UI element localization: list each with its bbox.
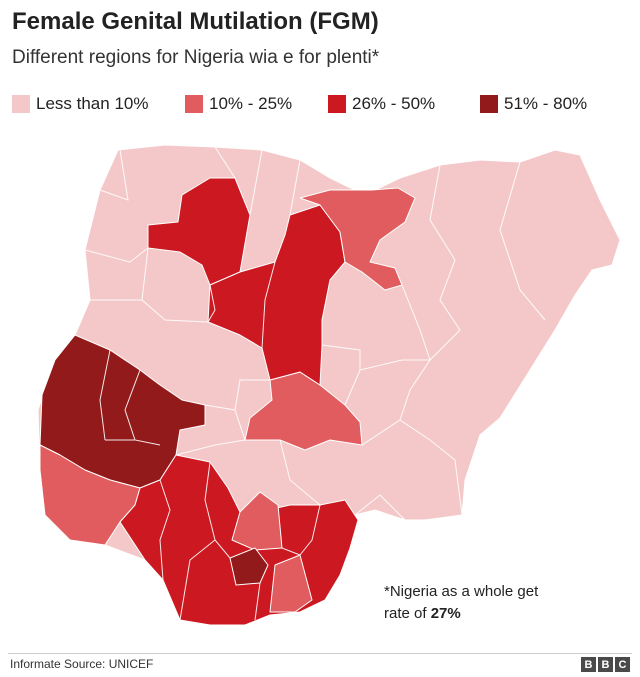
region-border: [124, 369, 161, 446]
bbc-logo: B B C: [581, 657, 630, 672]
region-border: [99, 149, 129, 201]
footnote: *Nigeria as a whole get rate of 27%: [384, 581, 584, 625]
legend-label: 10% - 25%: [209, 94, 293, 113]
region-border: [179, 539, 216, 621]
chart-title: Female Genital Mutilation (FGM): [12, 8, 379, 35]
footer-divider: [8, 653, 632, 654]
region-south-small-high: [229, 547, 269, 586]
region-border: [321, 344, 361, 370]
bbc-logo-letter: B: [598, 657, 613, 672]
region-border: [261, 261, 276, 349]
region-border: [429, 164, 461, 361]
footnote-line-2: rate of 27%: [384, 603, 584, 625]
region-border: [159, 479, 171, 581]
footnote-prefix: rate of: [384, 605, 431, 622]
legend-swatch: [185, 95, 203, 113]
legend-swatch: [12, 95, 30, 113]
region-north-east: [299, 187, 416, 291]
region-border: [299, 504, 321, 556]
legend-label: 51% - 80%: [504, 94, 588, 113]
region-south-east-coast: [269, 554, 313, 613]
legend-swatch: [328, 95, 346, 113]
bbc-logo-letter: C: [615, 657, 630, 672]
legend: Less than 10% 10% - 25% 26% - 50% 51% - …: [12, 92, 632, 116]
region-border: [279, 439, 321, 506]
chart-subtitle: Different regions for Nigeria wia e for …: [12, 47, 380, 68]
legend-item-51-80: 51% - 80%: [480, 92, 587, 116]
region-border: [361, 419, 463, 516]
legend-item-less-than-10: Less than 10%: [12, 92, 148, 116]
region-border: [84, 247, 149, 263]
region-north-central: [207, 204, 346, 386]
region-border: [175, 439, 246, 456]
region-border: [207, 284, 216, 323]
nigeria-map: [0, 130, 640, 650]
region-border: [499, 161, 546, 321]
legend-item-26-50: 26% - 50%: [328, 92, 435, 116]
region-border: [234, 379, 270, 411]
region-border: [289, 159, 301, 216]
region-border: [344, 359, 430, 406]
legend-swatch: [480, 95, 498, 113]
region-border: [99, 349, 111, 441]
region-border: [214, 146, 236, 179]
legend-item-10-25: 10% - 25%: [185, 92, 292, 116]
footnote-line-1: *Nigeria as a whole get: [384, 583, 539, 600]
source-text: Informate Source: UNICEF: [10, 657, 154, 671]
region-border: [204, 461, 231, 559]
region-border: [249, 149, 263, 216]
region-north-west: [147, 177, 251, 286]
bbc-logo-letter: B: [581, 657, 596, 672]
region-border: [281, 547, 301, 556]
region-border: [141, 247, 209, 323]
legend-label: Less than 10%: [36, 94, 149, 113]
nigeria-map-svg: [37, 144, 621, 626]
region-border: [254, 582, 261, 621]
region-border: [354, 494, 406, 521]
footnote-value: 27%: [430, 605, 461, 622]
legend-label: 26% - 50%: [352, 94, 436, 113]
